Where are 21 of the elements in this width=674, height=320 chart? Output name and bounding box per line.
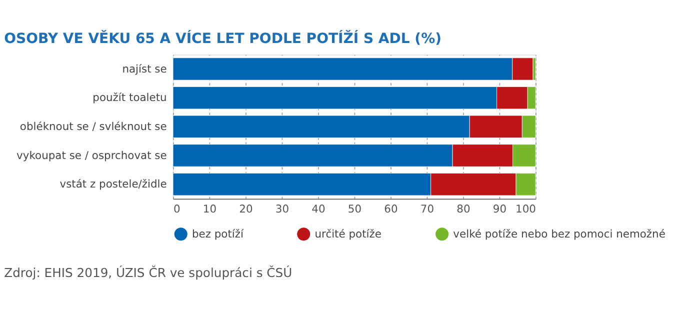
y-tick-label: použít toaletu bbox=[92, 91, 167, 104]
x-tick-label: 60 bbox=[384, 202, 398, 216]
chart-title: OSOBY VE VĚKU 65 A VÍCE LET PODLE POTÍŽÍ S ADL (%) bbox=[4, 30, 442, 48]
x-tick-label: 50 bbox=[348, 202, 362, 216]
x-tick-label: 90 bbox=[492, 202, 507, 216]
x-tick-label: 20 bbox=[239, 202, 253, 216]
y-tick-label: vykoupat se / osprchovat se bbox=[16, 148, 168, 162]
x-tick-label: 70 bbox=[420, 202, 434, 216]
x-tick-label: 40 bbox=[312, 202, 326, 216]
x-tick-label: 100 bbox=[516, 202, 536, 216]
x-tick-label: 0 bbox=[173, 202, 180, 216]
text: Zdroj: EHIS 2019, ÚZIS ČR ve spolupráci s ČSÚ bbox=[4, 265, 292, 280]
x-tick-label: 80 bbox=[456, 202, 470, 216]
y-tick-label: najíst se bbox=[122, 62, 168, 76]
legend-label: bez potíží bbox=[192, 227, 245, 240]
legend-label: určité potíže bbox=[314, 227, 382, 240]
y-tick-label: obléknout se / svléknout se bbox=[20, 120, 168, 133]
x-tick-label: 30 bbox=[275, 202, 290, 216]
x-tick-label: 10 bbox=[202, 202, 217, 216]
legend-label: velké potíže nebo bez pomoci nemožné bbox=[453, 227, 666, 240]
y-tick-label: vstát z postele/židle bbox=[60, 178, 168, 191]
